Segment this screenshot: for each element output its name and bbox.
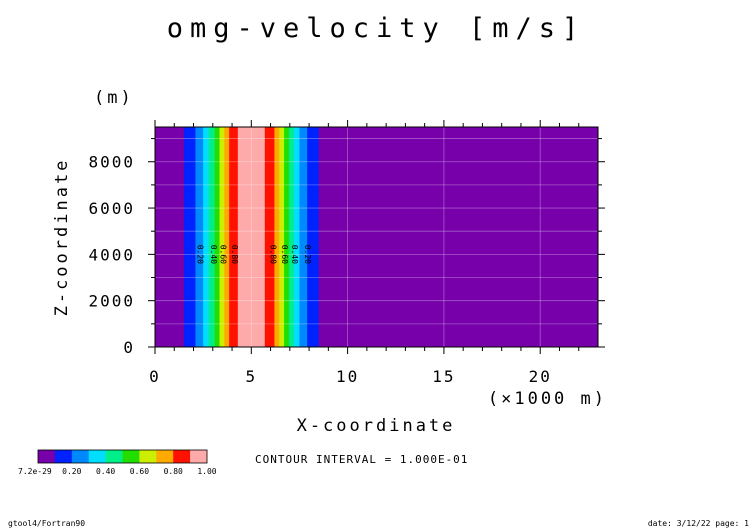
colorbar-tick-label: 0.40 [96,467,115,476]
colorbar-swatch [105,450,123,463]
grid-lines [155,127,598,347]
heatmap-band [279,127,285,347]
heatmap-band [284,127,290,347]
footer-left: gtool4/Fortran90 [8,519,85,528]
colorbar-tick-label: 0.60 [130,467,149,476]
x-tick-label: 15 [432,367,455,386]
contour-label: 0.80 [230,245,239,264]
heatmap-band [208,127,216,347]
heatmap-band [155,127,185,347]
colorbar-tick-label: 7.2e-29 [18,467,52,476]
colorbar-tick-label: 0.20 [62,467,81,476]
y-tick-label: 6000 [88,199,135,218]
contour-label: 0.20 [195,245,204,264]
heatmap-band [183,127,196,347]
contour-label: 0.60 [280,245,289,264]
footer-right: date: 3/12/22 page: 1 [648,519,749,528]
colorbar-tick-label: 1.00 [197,467,216,476]
colorbar-swatch [38,450,56,463]
y-tick-label: 2000 [88,292,135,311]
heatmap-band [203,127,210,347]
heatmap-bands [155,127,599,347]
contour-label: 0.20 [303,245,312,264]
chart-title: omg-velocity [m/s] [167,13,586,44]
heatmap-band [237,127,266,347]
colorbar-frame [37,449,208,464]
heatmap-band [288,127,295,347]
colorbar-labels: 7.2e-29 0.20 0.40 0.60 0.80 1.00 [18,467,217,476]
contour-label: 0.40 [209,245,218,264]
colorbar-swatch [88,450,106,463]
x-tick-label: 10 [336,367,359,386]
x-axis-unit: (×1000 m) [488,389,607,409]
heatmap-band [224,127,230,347]
contour-label: 0.80 [269,245,278,264]
heatmap-band [293,127,300,347]
contour-interval-text: CONTOUR INTERVAL = 1.000E-01 [255,453,468,466]
x-tick-label: 20 [529,367,552,386]
x-tick-label: 0 [149,367,161,386]
contour-label: 0.60 [218,245,227,264]
colorbar-swatch [139,450,157,463]
x-axis-ticks: 0 5 10 15 20 [149,120,580,386]
colorbar-swatch [190,450,208,463]
contour-label: 0.40 [290,245,299,264]
colorbar-swatch [54,450,73,463]
colorbar-swatch [173,450,191,463]
colorbar-swatch [156,450,174,463]
y-axis-unit: (m) [94,88,134,108]
colorbar-swatch [122,450,140,463]
y-tick-label: 4000 [88,245,135,264]
x-tick-label: 5 [245,367,257,386]
heatmap-band [274,127,280,347]
plot-frame [154,126,599,348]
colorbar-tick-label: 0.80 [164,467,183,476]
contour-labels: 0.20 0.40 0.60 0.80 0.80 0.60 0.40 0.20 [195,245,312,264]
heatmap-band [264,127,275,347]
y-tick-label: 8000 [88,153,135,172]
heatmap-band [318,127,599,347]
heatmap-band [195,127,204,347]
y-tick-label: 0 [123,338,135,357]
y-axis-ticks: 0 2000 4000 6000 8000 [88,138,605,357]
heatmap-band [299,127,308,347]
heatmap-band [307,127,320,347]
heatmap-band [229,127,239,347]
heatmap-band [219,127,225,347]
x-axis-label: X-coordinate [297,416,456,436]
y-axis-label: Z-coordinate [52,158,72,317]
colorbar-swatch [71,450,89,463]
heatmap-band [214,127,221,347]
colorbar [37,449,208,464]
